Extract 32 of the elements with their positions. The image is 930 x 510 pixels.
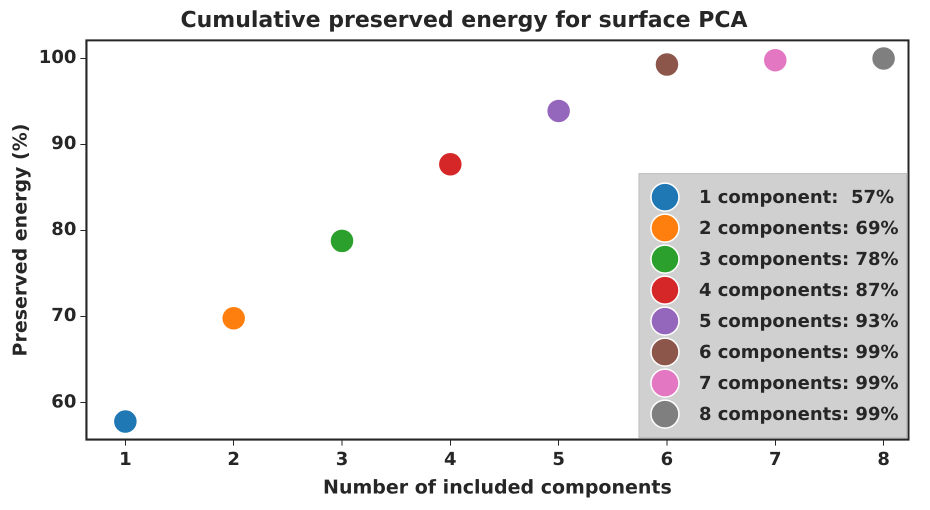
point (220, 306, 246, 332)
point (546, 98, 572, 124)
point (112, 408, 138, 434)
point (438, 152, 464, 178)
legend-label: 4 components: 87% (698, 280, 899, 301)
x-tick-label: 3 (336, 449, 348, 470)
x-tick-label: 1 (119, 449, 132, 470)
legend-label: 3 components: 78% (698, 248, 899, 270)
chart-title: Cumulative preserved energy for surface PCA (180, 8, 748, 33)
legend-label: 6 components: 99% (698, 342, 899, 363)
y-tick-label: 70 (51, 305, 76, 326)
y-tick-label: 100 (38, 47, 76, 68)
y-tick-label: 60 (51, 391, 76, 412)
y-axis-title: Preserved energy (%) (9, 124, 32, 356)
x-tick-label: 6 (660, 449, 674, 470)
x-tick-label: 8 (877, 449, 890, 470)
legend-label: 2 components: 69% (698, 218, 899, 239)
x-tick-label: 7 (769, 449, 782, 470)
y-tick-label: 80 (51, 219, 76, 240)
x-tick-label: 2 (227, 449, 240, 470)
x-tick-label: 4 (444, 449, 457, 470)
point (870, 46, 896, 72)
legend-label: 8 components: 99% (698, 404, 899, 425)
x-tick-label: 5 (552, 449, 565, 470)
y-tick-label: 90 (51, 133, 76, 154)
x-axis-title: Number of included components (323, 476, 672, 499)
legend-label: 7 components: 99% (698, 372, 899, 394)
legend-label: 5 components: 93% (698, 310, 899, 332)
legend-label: 1 component: 57% (698, 186, 894, 208)
point (762, 47, 788, 73)
point (329, 228, 355, 254)
point (654, 52, 680, 78)
